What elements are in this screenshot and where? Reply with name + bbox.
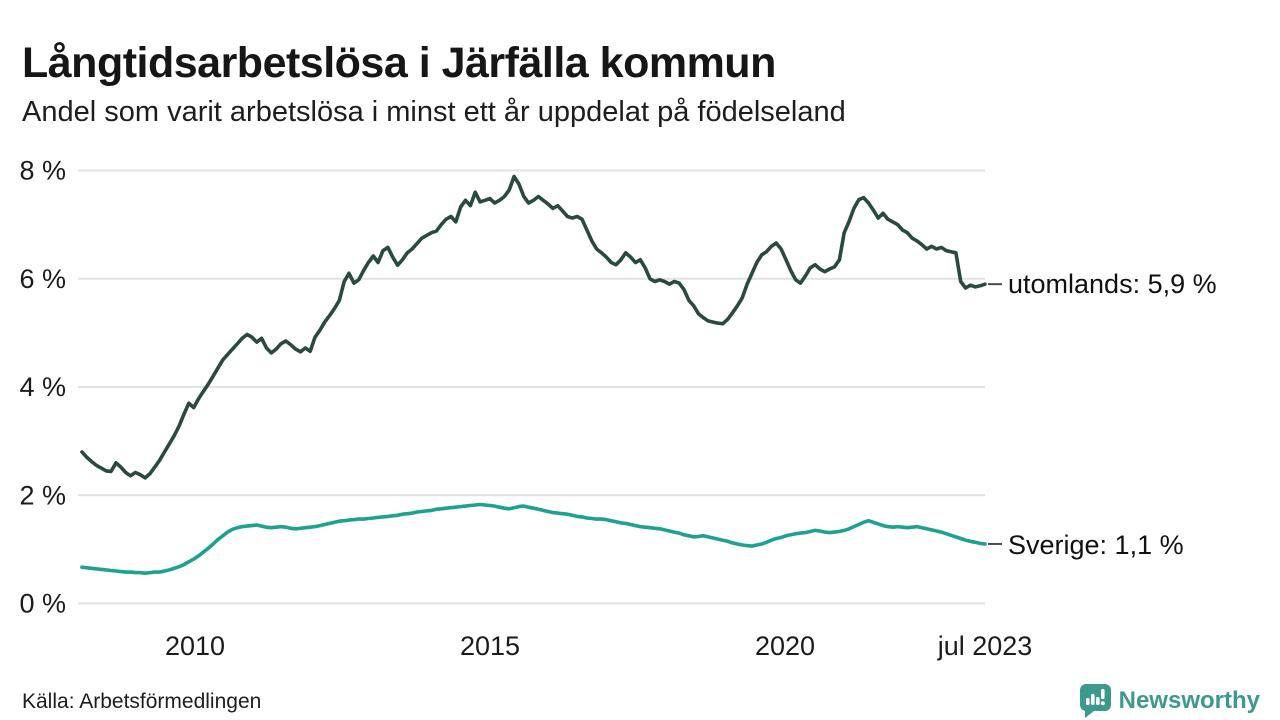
page-subtitle: Andel som varit arbetslösa i minst ett å… [22,96,846,128]
newsworthy-icon [1079,684,1111,718]
y-tick-label: 0 % [19,589,66,619]
y-tick-label: 2 % [19,480,66,510]
brand-logo: Newsworthy [1079,683,1260,719]
series-end-label-utomlands: utomlands: 5,9 % [1008,269,1217,299]
source-note: Källa: Arbetsförmedlingen [22,690,262,713]
brand-name: Newsworthy [1118,687,1260,714]
series-line-Sverige [80,502,987,576]
page-title: Långtidsarbetslösa i Järfälla kommun [22,38,776,87]
x-tick-label: jul 2023 [937,631,1033,661]
x-tick-label: 2020 [755,631,815,661]
y-tick-label: 8 % [19,156,66,186]
series-end-label-sverige: Sverige: 1,1 % [1008,530,1184,560]
y-tick-label: 6 % [19,264,66,294]
y-tick-label: 4 % [19,372,66,402]
series-line-utomlands [80,174,987,480]
x-tick-label: 2015 [460,631,520,661]
x-tick-label: 2010 [165,631,225,661]
